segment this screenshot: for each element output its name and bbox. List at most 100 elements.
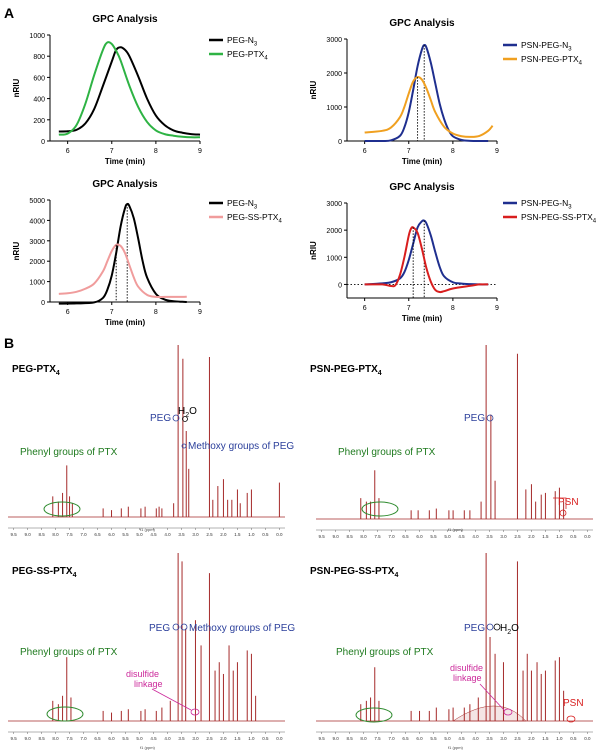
x-tick-label: 9 [198,148,202,155]
nmr-tick-label: 1.5 [542,534,549,539]
broad-hump [452,705,527,722]
y-axis-label: nRIU [12,241,21,260]
nmr-annotations-4: PSN-PEG-SS-PTX4 Phenyl groups of PTX PEG… [310,566,584,750]
gpc-chart-2: GPC Analysis 0 1000 2000 3000 6 7 8 9 Time (min) n… [309,18,583,166]
nmr-tick-label: 6.5 [402,534,409,539]
nmr-tick-label: 6.5 [94,736,101,741]
linkage-annotation: linkage [134,679,163,689]
ptx-ellipse [361,501,399,517]
ptx-ellipse [355,707,393,723]
ptx-annotation: Phenyl groups of PTX [20,647,118,658]
nmr-tick-label: 6.5 [94,532,101,537]
h2o-annotation: H2O [500,623,519,636]
nmr-tick-label: 0.5 [570,736,577,741]
nmr-tick-label: 7.5 [374,736,381,741]
y-tick-label: 2000 [29,259,45,266]
nmr-tick-label: 1.0 [248,532,255,537]
y-tick-label: 400 [33,97,45,104]
ptx-annotation: Phenyl groups of PTX [20,447,118,458]
series-line [364,76,494,138]
y-tick-label: 1000 [326,105,342,112]
peg-marker [172,414,180,422]
nmr-tick-label: 4.0 [472,736,479,741]
peg-marker [172,623,180,631]
x-axis-label: Time (min) [105,157,146,166]
y-tick-label: 3000 [326,201,342,208]
nmr-tick-label: 6.0 [416,736,423,741]
methoxy-annotation: Methoxy groups of PEG [188,441,294,452]
methoxy-marker [180,623,188,631]
y-axis-label: nRIU [309,80,318,99]
y-tick-label: 0 [41,139,45,146]
x-tick-label: 9 [198,309,202,316]
nmr-tick-label: 3.0 [192,532,199,537]
nmr-tick-label: 5.5 [430,736,437,741]
nmr-tick-label: 4.5 [458,736,465,741]
gpc-chart-1: GPC Analysis 0 200 400 600 800 1000 6 7 8 9 Time (m… [12,14,268,166]
nmr-tick-label: 9.0 [332,534,339,539]
nmr-title: PSN-PEG-SS-PTX4 [310,566,398,579]
peg-marker [486,623,494,631]
nmr-tick-label: 5.5 [430,534,437,539]
peg-annotation: PEG [464,413,485,424]
x-axis-label: Time (min) [402,314,443,323]
y-tick-label: 0 [41,300,45,307]
nmr-tick-label: 5.0 [136,532,143,537]
y-tick-label: 600 [33,75,45,82]
nmr-tick-label: 9.0 [24,532,31,537]
nmr-tick-label: 3.5 [178,736,185,741]
nmr-tick-label: 0.0 [276,532,283,537]
nmr-tick-label: 2.5 [206,532,213,537]
disulfide-annotation: disulfide [126,669,159,679]
x-tick-label: 8 [451,148,455,155]
psn-marker [566,715,576,723]
nmr-tick-label: 6.0 [108,532,115,537]
nmr-tick-label: 9.5 [10,736,17,741]
nmr-tick-label: 8.5 [346,736,353,741]
nmr-tick-label: 0.5 [262,532,269,537]
nmr-tick-label: 8.0 [360,736,367,741]
legend-label: PEG-N3 [227,35,258,48]
x-axis-label: Time (min) [402,157,443,166]
x-tick-label: 8 [154,309,158,316]
nmr-tick-label: 9.0 [24,736,31,741]
series-line [364,43,489,143]
nmr-tick-label: 4.0 [164,532,171,537]
peg-annotation: PEG [464,623,485,634]
nmr-tick-label: 8.0 [52,736,59,741]
linkage-annotation: linkage [453,673,482,683]
nmr-tick-label: 4.5 [150,736,157,741]
y-tick-label: 0 [338,282,342,289]
nmr-title: PEG-SS-PTX4 [12,566,77,579]
nmr-tick-label: 5.0 [444,534,451,539]
nmr-tick-label: 2.0 [220,532,227,537]
disulfide-pointer [479,683,505,711]
disulfide-annotation: disulfide [450,663,483,673]
disulfide-pointer [151,688,192,711]
nmr-tick-label: 8.0 [360,534,367,539]
x-tick-label: 6 [66,148,70,155]
y-tick-label: 1000 [29,280,45,287]
nmr-axis-label: f1 (ppm) [140,745,156,750]
x-tick-label: 7 [407,305,411,312]
nmr-tick-label: 6.0 [416,534,423,539]
psn-annotation: PSN [558,497,579,508]
x-tick-label: 7 [407,148,411,155]
nmr-axis-label: f1 (ppm) [448,527,464,532]
nmr-tick-label: 4.5 [150,532,157,537]
legend-label: PEG-PTX4 [227,49,268,62]
y-tick-label: 3000 [29,239,45,246]
annotation-markers [43,414,576,723]
series-line [58,243,187,299]
nmr-axis-label: f1 (ppm) [140,527,156,532]
nmr-tick-label: 9.0 [332,736,339,741]
nmr-tick-label: 3.5 [178,532,185,537]
x-tick-label: 7 [110,148,114,155]
y-tick-label: 200 [33,118,45,125]
series-line [364,219,489,286]
h2o-annotation: H2O [178,406,197,419]
x-tick-label: 8 [451,305,455,312]
y-tick-label: 2000 [326,228,342,235]
psn-annotation: PSN [563,698,584,709]
nmr-tick-label: 2.5 [514,534,521,539]
